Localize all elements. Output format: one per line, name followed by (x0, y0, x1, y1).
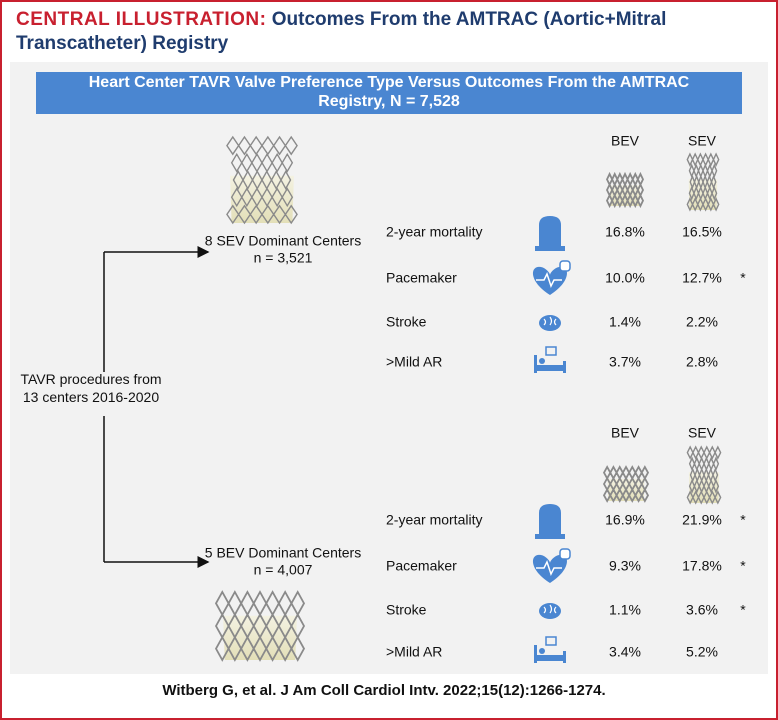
bed-leg (563, 361, 566, 373)
title-label: CENTRAL ILLUSTRATION: (16, 9, 267, 30)
device (559, 260, 571, 272)
sev-valve-image (226, 135, 298, 225)
banner-text: Heart Center TAVR Valve Preference Type … (89, 74, 690, 110)
value-cell: 21.9% (682, 512, 722, 528)
significance-note: * (740, 558, 746, 574)
row-label: >Mild AR (386, 354, 442, 370)
pacemaker-icon (532, 260, 571, 295)
group-n: n = 3,521 (254, 250, 313, 266)
brain-folds (543, 316, 557, 326)
monitor (545, 346, 557, 356)
pulse (536, 272, 562, 288)
device (559, 548, 571, 560)
row-label: Pacemaker (386, 558, 457, 574)
mortality-icon (535, 504, 565, 539)
row-label: 2-year mortality (386, 224, 482, 240)
bed (534, 365, 566, 371)
ar-icon (534, 636, 566, 663)
banner-box (36, 72, 742, 114)
mortality-icon (535, 216, 565, 251)
tombstone (539, 504, 561, 536)
value-cell: 12.7% (682, 270, 722, 286)
valve-frame (686, 152, 720, 212)
value-cell: 1.1% (609, 602, 641, 618)
source-text: TAVR procedures from 13 centers 2016-2020 (20, 371, 161, 405)
group-n: n = 4,007 (254, 562, 313, 578)
stroke-icon (539, 315, 561, 331)
bed-leg (534, 645, 537, 663)
column-header: BEV (611, 425, 640, 441)
value-cell: 10.0% (605, 270, 645, 286)
value-cell: 2.8% (686, 354, 718, 370)
column-header: SEV (688, 425, 717, 441)
value-cell: 17.8% (682, 558, 722, 574)
significance-note: * (740, 602, 746, 618)
bed (534, 655, 566, 661)
patient-head (539, 648, 545, 654)
sev-valve-image (686, 152, 720, 212)
pulse (536, 560, 562, 576)
bed-leg (563, 651, 566, 663)
panel (10, 62, 768, 674)
value-cell: 16.5% (682, 224, 722, 240)
monitor (545, 636, 557, 646)
value-cell: 5.2% (686, 644, 718, 660)
value-cell: 3.6% (686, 602, 718, 618)
valve-frame (602, 465, 650, 503)
bed-leg (534, 355, 537, 373)
value-cell: 3.7% (609, 354, 641, 370)
title: CENTRAL ILLUSTRATION: Outcomes From the … (16, 8, 756, 56)
column-header: BEV (611, 133, 640, 149)
pacemaker-icon (532, 548, 571, 583)
tombstone-base (535, 534, 565, 539)
valve-frame (606, 171, 644, 209)
value-cell: 9.3% (609, 558, 641, 574)
value-cell: 1.4% (609, 314, 641, 330)
row-label: 2-year mortality (386, 512, 482, 528)
title-text: Outcomes From the AMTRAC (Aortic+Mitral … (16, 9, 667, 54)
row-label: Pacemaker (386, 270, 457, 286)
group-name: 8 SEV Dominant Centers (205, 233, 361, 249)
group-name: 5 BEV Dominant Centers (205, 545, 361, 561)
stroke-icon (539, 603, 561, 619)
row-label: Stroke (386, 602, 427, 618)
row-label: Stroke (386, 314, 427, 330)
valve-frame (214, 590, 306, 662)
value-cell: 16.8% (605, 224, 645, 240)
sev-valve-image (686, 445, 722, 505)
citation: Witberg G, et al. J Am Coll Cardiol Intv… (162, 682, 605, 699)
bev-valve-image (214, 590, 306, 662)
significance-note: * (740, 512, 746, 528)
value-cell: 16.9% (605, 512, 645, 528)
ar-icon (534, 346, 566, 373)
patient-head (539, 358, 545, 364)
bev-valve-image (602, 465, 650, 503)
tombstone (539, 216, 561, 248)
column-header: SEV (688, 133, 717, 149)
row-label: >Mild AR (386, 644, 442, 660)
bev-valve-image (606, 171, 644, 209)
significance-note: * (740, 270, 746, 286)
value-cell: 3.4% (609, 644, 641, 660)
tombstone-base (535, 246, 565, 251)
valve-frame (686, 445, 722, 505)
brain-folds (543, 604, 557, 614)
valve-frame (226, 135, 298, 225)
valve-skirt (230, 175, 294, 223)
value-cell: 2.2% (686, 314, 718, 330)
